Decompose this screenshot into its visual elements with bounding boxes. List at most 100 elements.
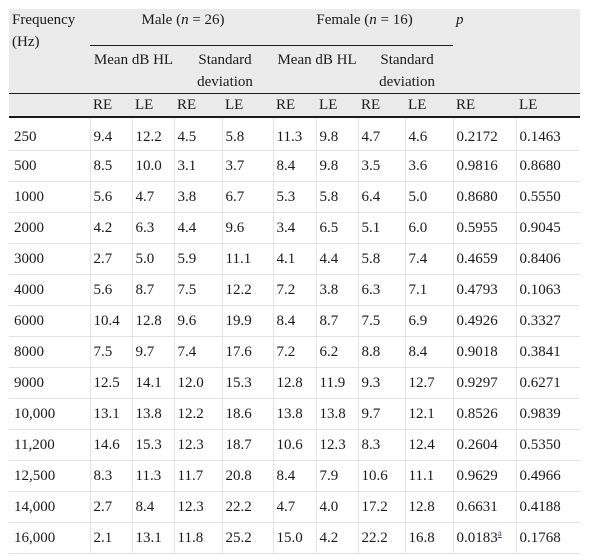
frequency-cell-text: 12,500 — [14, 468, 56, 484]
male-sd-re-cell: 9.6 — [174, 305, 223, 337]
p-re-cell: 0.0183a — [453, 522, 517, 554]
female-mean-re-cell-text: 8.4 — [276, 468, 296, 484]
p-re-cell-text: 0.8526 — [456, 406, 498, 422]
audiometry-table-container: Frequency (Hz) Male (n = 26) Female (n =… — [9, 9, 581, 554]
female-mean-re-cell: 4.7 — [273, 491, 317, 523]
female-mean-le-cell: 4.0 — [316, 491, 359, 523]
female-sd-le-header: LE — [405, 93, 454, 118]
male-mean-le-cell: 5.0 — [132, 243, 175, 275]
frequency-cell: 16,000 — [9, 522, 91, 554]
male-mean-le-cell: 13.1 — [132, 522, 175, 554]
female-sd-le-cell-text: 3.6 — [408, 158, 428, 174]
p-re-cell: 0.4793 — [453, 274, 517, 306]
female-mean-le-cell-text: 6.5 — [319, 220, 339, 236]
p-le-cell: 0.8680 — [516, 150, 581, 182]
hearing-thresholds-table: Frequency (Hz) Male (n = 26) Female (n =… — [9, 9, 581, 554]
table-row: 9000 12.5 14.1 12.0 15.3 12.8 11.9 9.3 12.7 0.929… — [9, 367, 581, 399]
male-mean-re-cell-text: 2.7 — [93, 251, 113, 267]
p-re-cell: 0.8526 — [453, 398, 517, 430]
male-sd-le-cell: 15.3 — [222, 367, 274, 399]
female-sd-re-cell: 9.7 — [358, 398, 406, 430]
frequency-cell: 10,000 — [9, 398, 91, 430]
p-le-cell: 0.5550 — [516, 181, 581, 213]
male-mean-re-cell-text: 7.5 — [93, 344, 113, 360]
p-le-cell-text: 0.9045 — [519, 220, 561, 236]
frequency-cell: 1000 — [9, 181, 91, 213]
male-mean-re-cell: 2.7 — [90, 243, 133, 275]
footnote-link[interactable]: a — [497, 528, 502, 538]
female-sd-le-cell: 8.4 — [405, 336, 454, 368]
frequency-cell: 12,500 — [9, 460, 91, 492]
male-sd-re-cell: 12.3 — [174, 491, 223, 523]
male-header-text: Male (n = 26) — [141, 12, 225, 28]
male-sd-re-cell-text: 12.2 — [177, 406, 204, 422]
frequency-cell-text: 6000 — [14, 313, 44, 329]
male-mean-re-cell: 2.7 — [90, 491, 133, 523]
male-mean-le-cell-text: 8.7 — [135, 282, 155, 298]
male-mean-re-cell-text: 13.1 — [93, 406, 120, 422]
frequency-cell-text: 9000 — [14, 375, 44, 391]
p-re-cell-text: 0.2604 — [456, 437, 498, 453]
female-mean-le-cell-text: 9.8 — [319, 129, 339, 145]
female-mean-le-cell: 9.8 — [316, 150, 359, 182]
p-le-cell: 0.4188 — [516, 491, 581, 523]
p-re-cell: 0.9629 — [453, 460, 517, 492]
p-le-cell-text: 0.6271 — [519, 375, 561, 391]
male-sd-le-cell-text: 18.7 — [225, 437, 252, 453]
male-sd-re-cell-text: 4.5 — [177, 129, 197, 145]
male-mean-le-cell: 6.3 — [132, 212, 175, 244]
female-mean-re-cell: 13.8 — [273, 398, 317, 430]
male-mean-header-text: Mean dB HL — [93, 52, 174, 68]
male-sd-re-cell-text: 9.6 — [177, 313, 197, 329]
male-sd-re-cell-text: 11.8 — [177, 530, 204, 546]
female-mean-le-cell-text: 3.8 — [319, 282, 339, 298]
female-mean-le-cell: 9.8 — [316, 117, 359, 151]
male-sd-re-cell-text: 5.9 — [177, 251, 197, 267]
male-sd-le-cell: 12.2 — [222, 274, 274, 306]
female-sd-le-cell-text: 6.0 — [408, 220, 428, 236]
table-row: 4000 5.6 8.7 7.5 12.2 7.2 3.8 6.3 7.1 0.4793 0.106… — [9, 274, 581, 306]
female-mean-re-cell-text: 8.4 — [276, 158, 296, 174]
female-sd-le-cell: 16.8 — [405, 522, 454, 554]
p-re-cell-text: 0.4793 — [456, 282, 498, 298]
frequency-cell: 2000 — [9, 212, 91, 244]
p-le-cell-text: 0.4966 — [519, 468, 561, 484]
female-sd-re-cell-text: 17.2 — [361, 499, 388, 515]
male-mean-le-cell-text: 12.2 — [135, 129, 162, 145]
female-mean-re-cell-text: 4.7 — [276, 499, 296, 515]
female-mean-le-cell-text: 9.8 — [319, 158, 339, 174]
p-re-cell-text: 0.9816 — [456, 158, 498, 174]
male-mean-re-cell-text: 10.4 — [93, 313, 120, 329]
female-mean-le-cell-text: 7.9 — [319, 468, 339, 484]
p-re-cell: 0.4926 — [453, 305, 517, 337]
male-mean-le-cell-text: 13.1 — [135, 530, 162, 546]
male-mean-re-cell: 4.2 — [90, 212, 133, 244]
table-row: 6000 10.4 12.8 9.6 19.9 8.4 8.7 7.5 6.9 0.4926 0.3… — [9, 305, 581, 337]
male-sd-le-cell-text: 5.8 — [225, 129, 245, 145]
male-mean-le-cell-text: 11.3 — [135, 468, 162, 484]
p-le-cell-text: 0.1063 — [519, 282, 561, 298]
male-mean-re-cell: 8.3 — [90, 460, 133, 492]
male-mean-le-cell: 11.3 — [132, 460, 175, 492]
p-re-cell: 0.9018 — [453, 336, 517, 368]
table-row: 3000 2.7 5.0 5.9 11.1 4.1 4.4 5.8 7.4 0.4659 0.840… — [9, 243, 581, 275]
frequency-cell-text: 2000 — [14, 220, 44, 236]
female-mean-le-cell: 11.9 — [316, 367, 359, 399]
p-le-cell-text: 0.3327 — [519, 313, 561, 329]
male-mean-re-cell: 13.1 — [90, 398, 133, 430]
p-le-cell: 0.8406 — [516, 243, 581, 275]
frequency-cell: 9000 — [9, 367, 91, 399]
p-re-cell-text: 0.9297 — [456, 375, 498, 391]
female-mean-le-cell-text: 6.2 — [319, 344, 339, 360]
p-le-cell-text: 0.9839 — [519, 406, 561, 422]
female-sd-re-cell-text: 5.8 — [361, 251, 381, 267]
male-mean-re-cell-text: 8.3 — [93, 468, 113, 484]
table-row: 11,200 14.6 15.3 12.3 18.7 10.6 12.3 8.3 12.4 0.2… — [9, 429, 581, 461]
p-re-cell-text: 0.0183 — [456, 530, 498, 546]
male-sd-re-cell-text: 7.5 — [177, 282, 197, 298]
female-mean-re-cell: 11.3 — [273, 117, 317, 151]
male-sd-re-cell: 11.8 — [174, 522, 223, 554]
female-mean-le-cell: 4.2 — [316, 522, 359, 554]
female-mean-le-cell: 8.7 — [316, 305, 359, 337]
female-mean-re-cell-text: 10.6 — [276, 437, 303, 453]
